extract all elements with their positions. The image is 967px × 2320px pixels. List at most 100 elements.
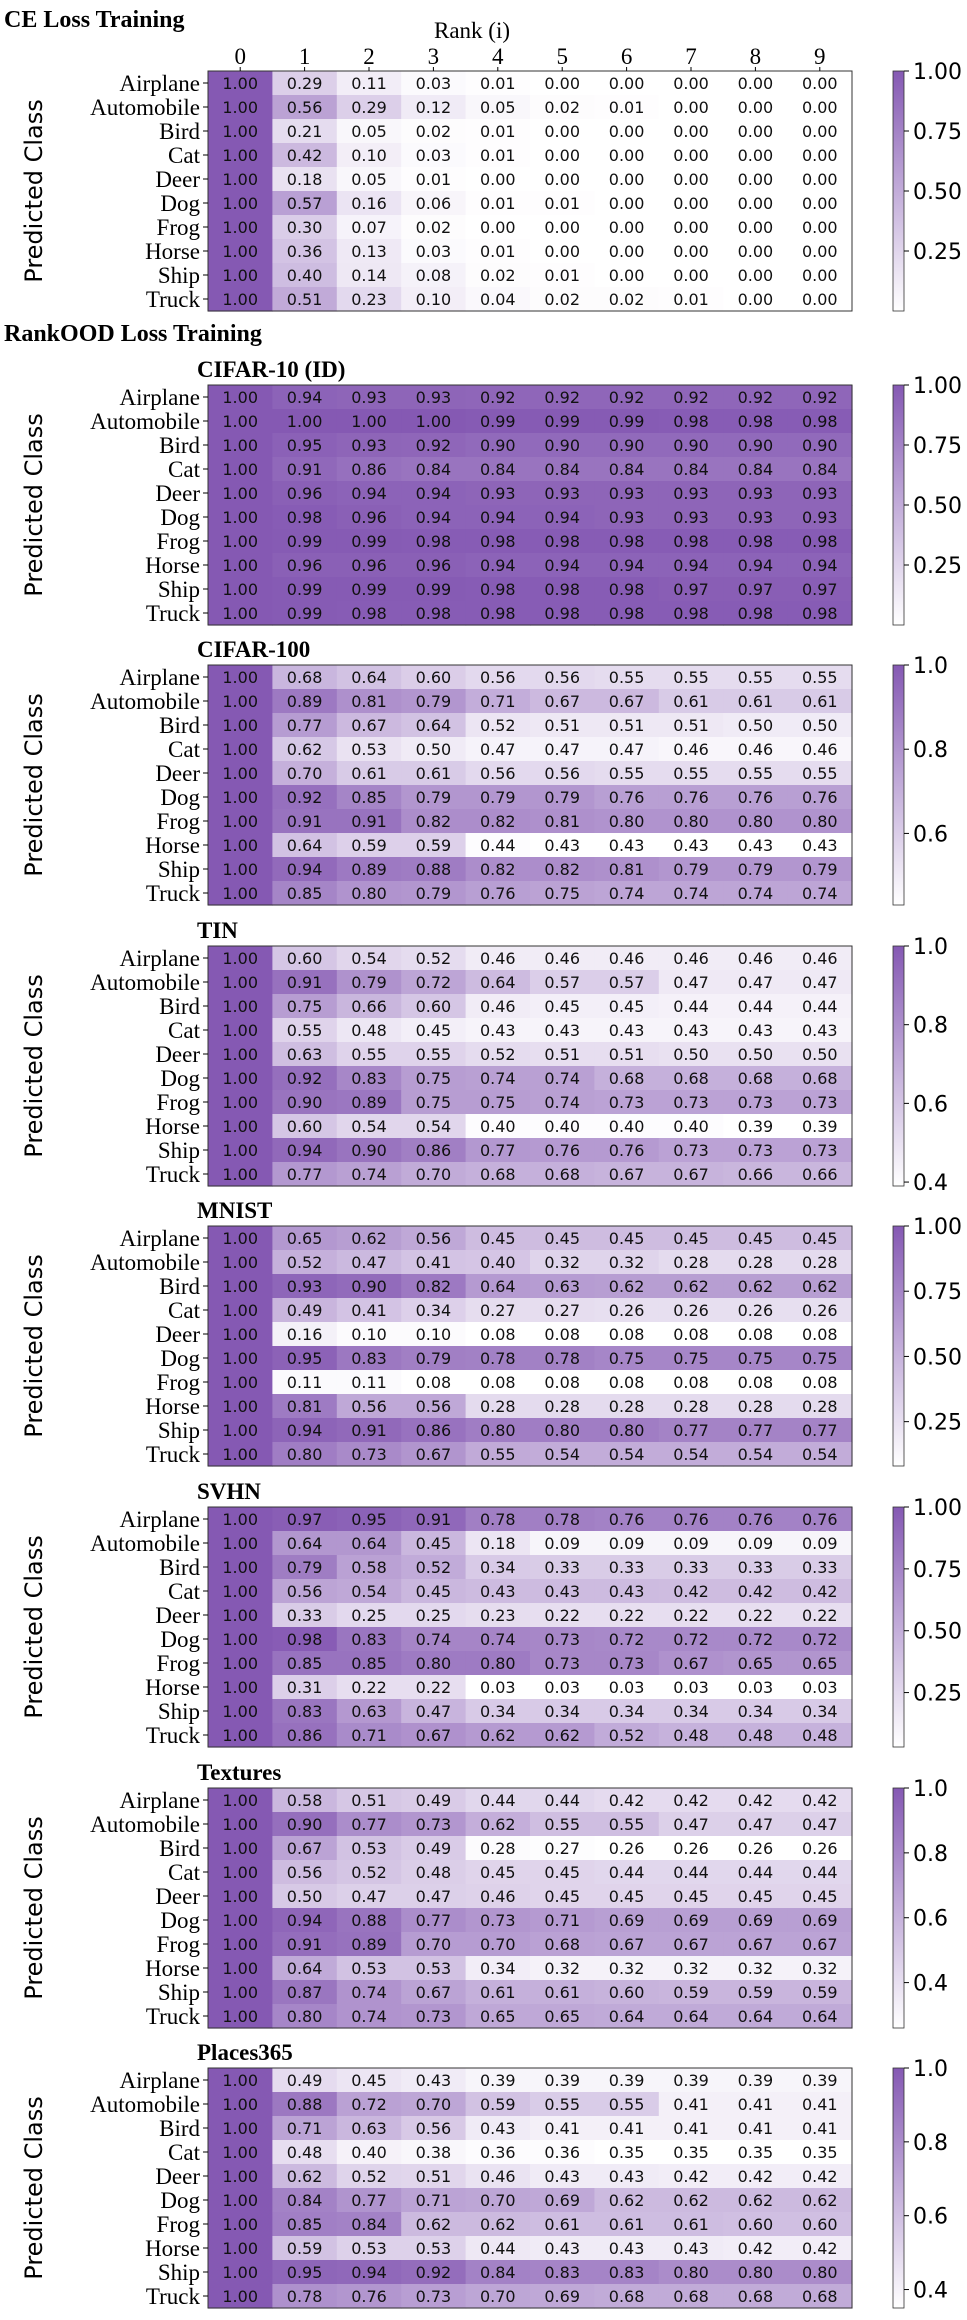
heatmap-cell [594,1980,660,2005]
cell-value-label: 0.94 [287,1911,323,1930]
heatmap-cell [465,1956,531,1981]
heatmap-cell [658,1250,724,1275]
heatmap-cell [530,881,595,906]
cell-value-label: 0.45 [416,1582,452,1601]
heatmap-cell [530,1138,595,1163]
y-axis-label: Predicted Class [20,99,48,282]
cell-value-label: 0.16 [351,194,387,213]
cell-value-label: 0.18 [287,170,323,189]
cell-value-label: 0.54 [416,1117,452,1136]
cell-value-label: 0.46 [480,2167,516,2186]
cell-value-label: 0.93 [673,484,709,503]
heatmap-cell [208,737,273,762]
heatmap-cell [336,2164,402,2189]
cell-value-label: 0.56 [480,668,516,687]
heatmap-cell [787,1346,853,1371]
cell-value-label: 0.64 [351,1534,387,1553]
heatmap-cell [272,1579,338,1604]
heatmap-cell [401,1675,467,1700]
cell-value-label: 0.73 [416,1815,452,1834]
heatmap-cell [530,2236,595,2261]
cell-value-label: 0.51 [609,716,645,735]
heatmap-cell [336,1394,402,1419]
cell-value-label: 0.22 [351,1678,387,1697]
heatmap-cell [787,1603,853,1628]
cell-value-label: 0.94 [351,2263,387,2282]
heatmap-cell [723,1908,789,1933]
cell-value-label: 1.00 [222,218,258,237]
cell-value-label: 0.51 [416,2167,452,2186]
cell-value-label: 1.00 [222,1815,258,1834]
heatmap-cell [594,1555,660,1580]
heatmap-frame [207,1787,853,2029]
cell-value-label: 0.84 [609,460,645,479]
cell-value-label: 0.53 [416,2239,452,2258]
heatmap-cell [272,1555,338,1580]
cell-value-label: 0.27 [480,1301,516,1320]
heatmap-cell [530,119,595,144]
cell-value-label: 1.00 [222,2143,258,2162]
heatmap-cell [208,689,273,714]
cell-value-label: 0.83 [351,1069,387,1088]
heatmap-cell [594,833,660,858]
cell-value-label: 1.00 [222,1141,258,1160]
cell-value-label: 0.07 [351,218,387,237]
heatmap-cell [723,1603,789,1628]
cell-value-label: 0.72 [738,1630,774,1649]
cell-value-label: 1.00 [222,194,258,213]
cell-value-label: 0.65 [802,1654,838,1673]
x-tick-label-rank-4: 4 [492,44,504,69]
y-tick-label-dog: Dog [160,1346,200,1371]
cell-value-label: 0.48 [351,1021,387,1040]
heatmap-cell [594,761,660,786]
colorbar-tick-label: 0.6 [913,822,948,847]
heatmap-cell [723,809,789,834]
heatmap-cell [272,553,338,578]
cell-value-label: 0.26 [673,1839,709,1858]
cell-value-label: 0.66 [351,997,387,1016]
heatmap-cell [658,215,724,240]
heatmap-cell [208,1932,273,1957]
cell-value-label: 0.68 [480,1165,516,1184]
y-tick-label-cat: Cat [168,457,201,482]
heatmap-cell [658,1860,724,1885]
y-tick-label-frog: Frog [157,529,201,554]
cell-value-label: 0.85 [351,1654,387,1673]
cell-value-label: 0.47 [802,973,838,992]
colorbar-tick-label: 0.50 [913,180,962,205]
cell-value-label: 0.98 [609,532,645,551]
heatmap-cell [336,1114,402,1139]
cell-value-label: 0.48 [802,1726,838,1745]
cell-value-label: 0.42 [802,2239,838,2258]
cell-value-label: 0.98 [802,604,838,623]
heatmap-cell [723,1860,789,1885]
heatmap-cell [272,1162,338,1187]
heatmap-cell [658,737,724,762]
cell-value-label: 0.89 [287,692,323,711]
heatmap-cell [594,95,660,120]
cell-value-label: 0.56 [287,98,323,117]
heatmap-cell [208,1066,273,1091]
cell-value-label: 0.33 [673,1558,709,1577]
cell-value-label: 0.62 [544,1726,580,1745]
cell-value-label: 0.50 [416,740,452,759]
cell-value-label: 0.42 [673,2167,709,2186]
heatmap-cell [401,119,467,144]
heatmap-cell [272,215,338,240]
cell-value-label: 1.00 [222,997,258,1016]
heatmap-cell [787,2068,853,2093]
x-tick-label-rank-5: 5 [556,44,568,69]
y-tick-label-airplane: Airplane [120,1788,200,1813]
cell-value-label: 0.56 [544,764,580,783]
cell-value-label: 0.22 [609,1606,645,1625]
cell-value-label: 0.62 [287,2167,323,2186]
heatmap-cell [787,1298,853,1323]
cell-value-label: 0.55 [609,1815,645,1834]
y-tick-label-horse: Horse [145,2236,200,2261]
y-tick-label-dog: Dog [160,1627,200,1652]
colorbar-tick-label: 0.75 [913,1280,962,1305]
heatmap-cell [208,2004,273,2029]
heatmap-cell [530,1651,595,1676]
heatmap-cell [658,1699,724,1724]
heatmap-cell [594,553,660,578]
